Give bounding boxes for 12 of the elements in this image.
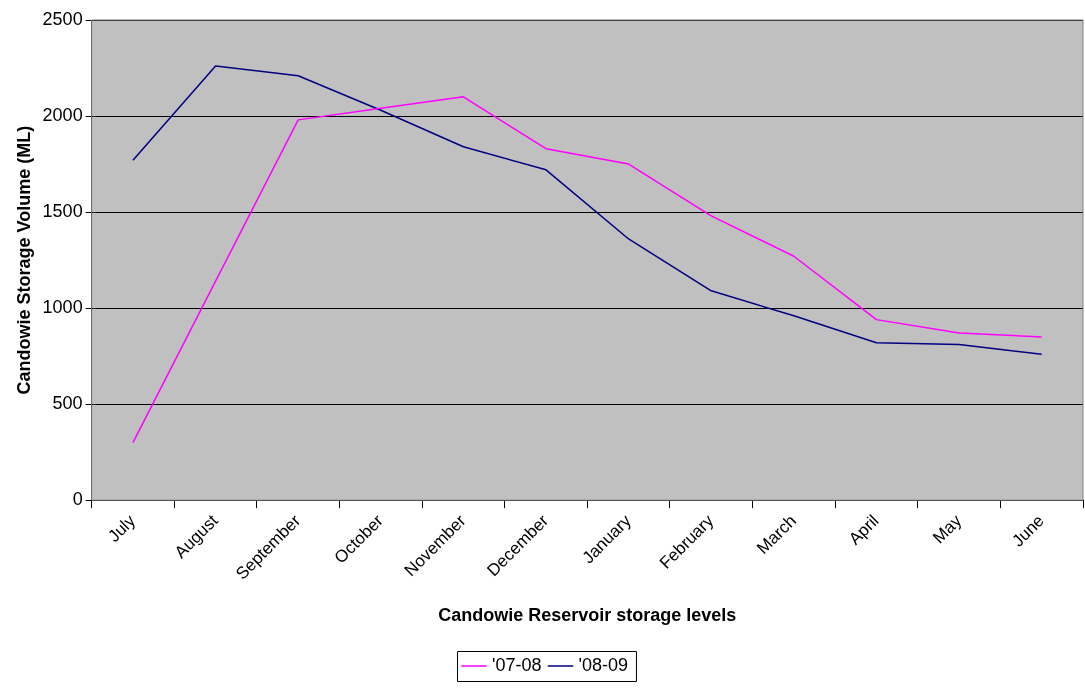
y-tick-label: 2500 [42,8,83,29]
y-tick-label: 1500 [42,201,83,222]
y-tick-label: 0 [72,489,83,510]
legend-label: '08-09 [578,654,628,675]
x-tick-label: May [929,510,966,548]
y-axis-title: Candowie Storage Volume (ML) [13,125,34,395]
legend-label: '07-08 [492,654,542,675]
x-tick-label: July [104,510,140,546]
y-tick-label: 2000 [42,105,83,125]
y-tick-label: 500 [52,393,83,414]
x-axis-title: Candowie Reservoir storage levels [438,605,737,626]
y-tick-label: 1000 [42,297,83,318]
